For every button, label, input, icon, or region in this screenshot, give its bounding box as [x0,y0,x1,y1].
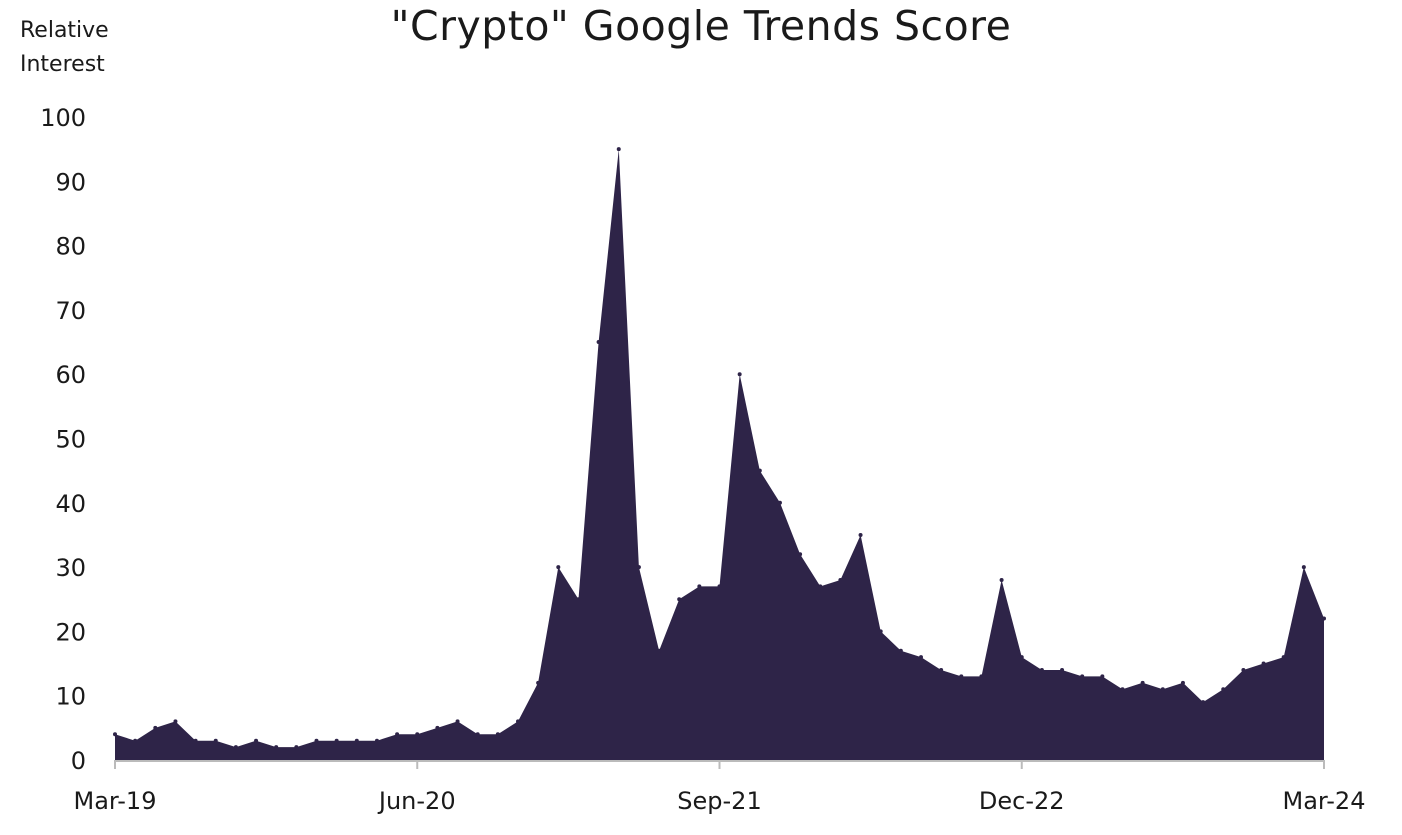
data-point [274,745,279,750]
data-point [1160,687,1165,692]
data-point [919,655,923,660]
data-point [475,732,480,737]
data-points [113,147,1326,750]
x-tick-label: Mar-19 [74,787,157,815]
data-point [757,468,762,473]
x-tick-label: Dec-22 [979,787,1065,815]
data-point [1060,667,1065,672]
data-point [1100,674,1105,679]
chart-title: "Crypto" Google Trends Score [390,2,1012,50]
data-point [536,680,541,685]
y-tick-label: 100 [40,104,86,132]
data-point [717,584,722,589]
data-point [254,738,259,743]
data-point [294,745,299,750]
data-point [1080,674,1085,679]
data-point [979,674,984,679]
data-point [858,532,863,537]
data-point [657,648,662,653]
data-point [1180,680,1185,685]
data-point [576,597,581,602]
data-point [133,738,138,743]
y-axis-label-line-2: Interest [20,52,105,77]
data-point [737,372,742,377]
data-point [415,732,420,737]
data-point [616,147,621,152]
data-point [173,719,178,724]
data-point [153,725,158,730]
data-point [455,719,460,724]
data-point [374,738,379,743]
y-tick-label: 70 [55,297,86,325]
data-point [878,629,883,634]
x-tick-label: Mar-24 [1283,787,1366,815]
data-point [1322,616,1326,621]
data-point [113,732,117,737]
data-point [1241,667,1246,672]
data-point [818,584,823,589]
y-tick-label: 50 [55,426,86,454]
data-point [435,725,440,730]
data-point [1120,687,1125,692]
data-point [1301,565,1306,570]
x-axis-ticks: Mar-19 Jun-20 Sep-21 Dec-22 Mar-24 [74,760,1366,815]
data-point [314,738,319,743]
y-axis-label-line-1: Relative [20,18,109,43]
data-point [838,577,843,582]
data-point [939,667,944,672]
data-point [495,732,500,737]
data-point [556,565,561,570]
data-point [334,738,339,743]
data-point [1019,655,1024,660]
data-point [354,738,359,743]
data-point [395,732,400,737]
data-point [999,577,1004,582]
data-point [1221,687,1226,692]
data-point [697,584,702,589]
data-point [213,738,218,743]
area-series [115,149,1324,761]
y-tick-label: 90 [55,168,86,196]
data-point [677,597,682,602]
y-tick-label: 30 [55,554,86,582]
data-point [596,340,601,345]
data-point [1281,655,1286,660]
x-tick-label: Sep-21 [677,787,761,815]
y-tick-label: 60 [55,361,86,389]
y-tick-label: 20 [55,618,86,646]
data-point [193,738,198,743]
data-point [1039,667,1044,672]
data-point [1261,661,1266,666]
data-point [959,674,964,679]
y-tick-label: 80 [55,233,86,261]
x-tick-label: Jun-20 [377,787,456,815]
data-point [516,719,520,724]
data-point [777,500,782,505]
data-point [1201,700,1206,705]
y-axis-ticks: 0 10 20 30 40 50 60 70 80 90 100 [40,104,86,775]
data-point [636,565,641,570]
y-tick-label: 40 [55,490,86,518]
data-point [898,648,903,653]
y-tick-label: 0 [71,747,86,775]
y-tick-label: 10 [55,683,86,711]
data-point [233,745,238,750]
data-point [798,552,803,557]
data-point [1140,680,1145,685]
